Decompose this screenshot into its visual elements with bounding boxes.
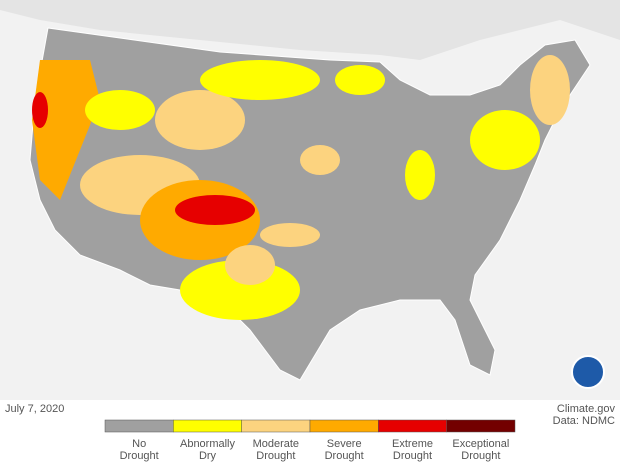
area [32, 60, 100, 200]
credit: Data: NDMC [553, 415, 615, 427]
area [405, 150, 435, 200]
legend-label: Abnormally [180, 438, 236, 450]
legend-swatch [378, 419, 447, 433]
area [200, 60, 320, 100]
area [470, 110, 540, 170]
noaa-logo [571, 355, 605, 389]
legend-swatch [241, 419, 311, 433]
legend-swatch [309, 419, 379, 433]
area [335, 65, 385, 95]
credit: Climate.gov [557, 403, 616, 415]
legend-label: Drought [325, 450, 364, 462]
area [260, 223, 320, 247]
legend-swatch [173, 419, 242, 433]
legend-label: Drought [461, 450, 500, 462]
area [225, 245, 275, 285]
legend-label: Dry [199, 450, 217, 462]
date: July 7, 2020 [5, 403, 64, 415]
area [175, 195, 255, 225]
legend-label: Drought [120, 450, 159, 462]
canada [0, 0, 620, 60]
legend-swatch [446, 419, 516, 433]
legend-swatch [104, 419, 174, 433]
legend-label: Drought [393, 450, 432, 462]
legend-label: Severe [327, 438, 362, 450]
drought-areas [32, 55, 570, 320]
legend-label: Drought [256, 450, 295, 462]
legend-label: Exceptional [452, 438, 509, 450]
area [32, 92, 48, 128]
legend-label: No [132, 438, 146, 450]
legend-label: Moderate [253, 438, 299, 450]
area [300, 145, 340, 175]
area [530, 55, 570, 125]
legend: NoDroughtAbnormallyDryModerateDroughtSev… [104, 419, 516, 462]
area [85, 90, 155, 130]
legend-label: Extreme [392, 438, 433, 450]
area [155, 90, 245, 150]
